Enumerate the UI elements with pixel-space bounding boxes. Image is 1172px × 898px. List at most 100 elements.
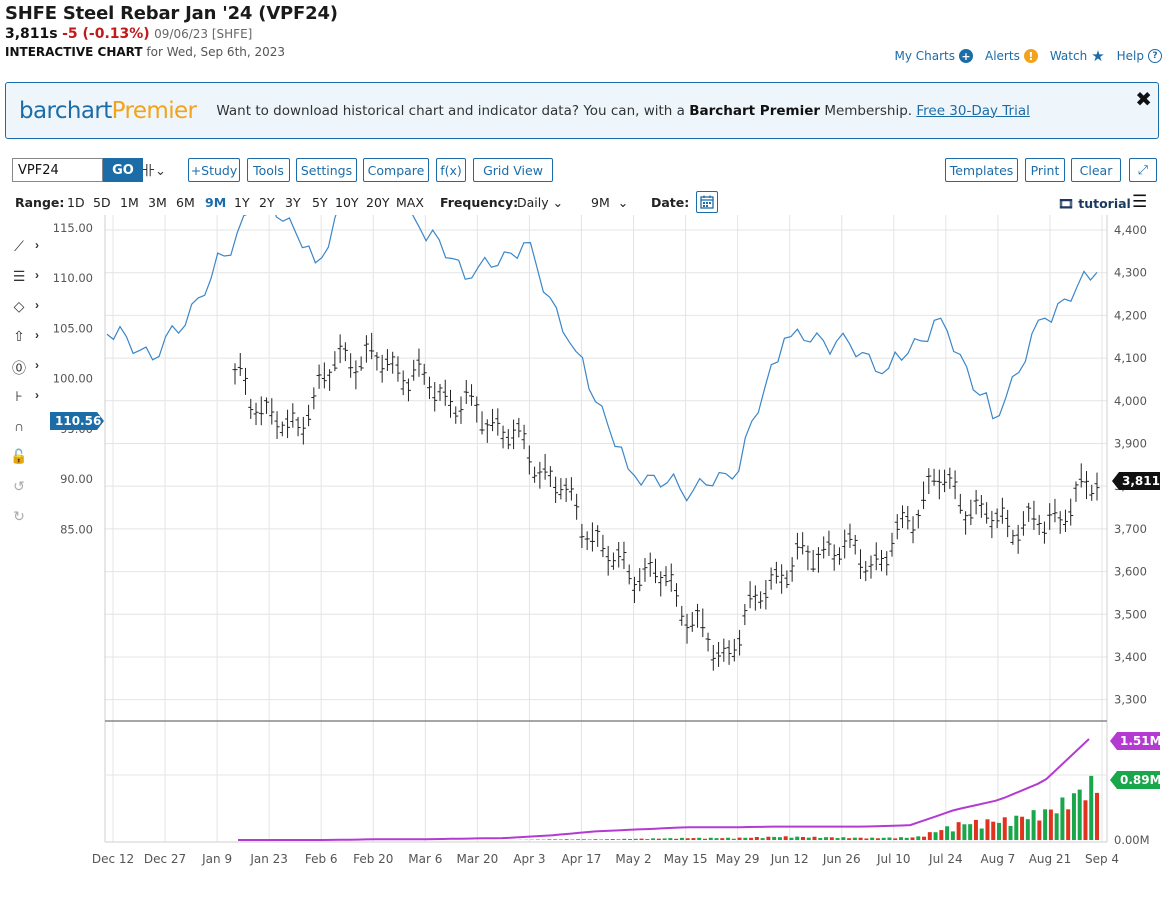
undo-tool[interactable]: ↺ (8, 478, 48, 502)
measure-tool[interactable]: ⊦ › (8, 388, 48, 412)
range-option-20y[interactable]: 20Y (366, 195, 390, 210)
chevron-right-icon: › (35, 328, 39, 342)
tools-button[interactable]: Tools (247, 158, 290, 182)
annotation-tool[interactable]: ⓪ › (8, 358, 48, 382)
volume-bar (547, 839, 552, 840)
volume-bar (858, 837, 863, 840)
trendline-tool[interactable]: ⟋ › (8, 238, 48, 262)
redo-tool[interactable]: ↻ (8, 508, 48, 532)
alerts-link[interactable]: Alerts ! (985, 47, 1038, 65)
compare-last-tag-bg (50, 412, 104, 430)
volume-bar (898, 837, 903, 840)
open-interest-tag-bg (1110, 732, 1160, 750)
clear-button[interactable]: Clear (1071, 158, 1121, 182)
range-option-10y[interactable]: 10Y (335, 195, 359, 210)
period-dropdown[interactable]: 9M ⌄ (591, 195, 629, 210)
compare-axis-tick: 105.00 (53, 321, 93, 335)
range-option-3y[interactable]: 3Y (285, 195, 301, 210)
volume-bar (795, 836, 800, 840)
compare-axis-tick: 90.00 (60, 472, 93, 486)
fibonacci-tool[interactable]: ☰ › (8, 268, 48, 292)
range-option-6m[interactable]: 6M (176, 195, 195, 210)
volume-bar (783, 836, 788, 840)
chevron-down-icon: ⌄ (552, 195, 564, 210)
compare-button[interactable]: Compare (363, 158, 429, 182)
volume-bar (904, 837, 909, 840)
symbol-input[interactable] (12, 158, 103, 182)
free-trial-link[interactable]: Free 30-Day Trial (916, 102, 1030, 119)
x-tick-label: Sep 4 (1085, 852, 1119, 866)
fx-button[interactable]: f(x) (436, 158, 466, 182)
volume-bar (558, 839, 563, 840)
volume-bar (927, 832, 932, 840)
range-option-9m[interactable]: 9M (205, 195, 227, 210)
volume-bar (766, 836, 771, 840)
watch-link[interactable]: Watch ★ (1050, 47, 1105, 65)
arrow-up-tool[interactable]: ⇧ › (8, 328, 48, 352)
price-pane (105, 215, 1107, 721)
print-button[interactable]: Print (1025, 158, 1065, 182)
arrow-up-icon: ⇧ (13, 328, 25, 344)
x-tick-label: Apr 3 (513, 852, 545, 866)
volume-bar (835, 838, 840, 840)
volume-bar (564, 839, 569, 840)
range-option-5d[interactable]: 5D (93, 195, 111, 210)
range-option-5y[interactable]: 5Y (312, 195, 328, 210)
range-option-1y[interactable]: 1Y (234, 195, 250, 210)
lock-tool[interactable]: 🔓 (8, 448, 48, 472)
templates-button[interactable]: Templates (945, 158, 1018, 182)
volume-bar (685, 838, 690, 840)
volume-bar (1083, 800, 1088, 840)
go-button[interactable]: GO (103, 158, 143, 182)
calendar-icon[interactable] (696, 191, 718, 213)
volume-bar (933, 832, 938, 840)
volume-bar (581, 839, 586, 840)
magnet-tool[interactable]: ∩ (8, 418, 48, 442)
volume-bar (945, 826, 950, 840)
magnet-icon: ∩ (13, 418, 25, 434)
menu-icon[interactable]: ☰ (1132, 192, 1148, 212)
volume-bar (726, 837, 731, 840)
volume-bar (754, 836, 759, 840)
frequency-dropdown[interactable]: Daily ⌄ (517, 195, 564, 210)
settings-button[interactable]: Settings (296, 158, 357, 182)
volume-bar (772, 836, 777, 840)
help-link[interactable]: Help ? (1117, 47, 1162, 65)
range-option-1d[interactable]: 1D (67, 195, 85, 210)
volume-bar (1031, 810, 1036, 840)
volume-bar (604, 839, 609, 840)
study-button[interactable]: +Study (188, 158, 240, 182)
top-links: My Charts + Alerts ! Watch ★ Help ? (895, 47, 1162, 65)
x-tick-label: Aug 21 (1029, 852, 1072, 866)
x-tick-label: Feb 6 (305, 852, 338, 866)
range-option-2y[interactable]: 2Y (259, 195, 275, 210)
volume-bar (697, 837, 702, 840)
my-charts-link[interactable]: My Charts + (895, 47, 973, 65)
volume-bar (806, 837, 811, 840)
price-chart[interactable]: Dec 12 Dec 27 Jan 9 Jan 23 Feb 6 Feb 20 Mar 6 M… (0, 215, 1172, 875)
undo-icon: ↺ (13, 478, 25, 494)
volume-bar (829, 837, 834, 840)
film-icon: 🎞 (1058, 196, 1074, 211)
volume-bar (651, 838, 656, 840)
volume-bar (714, 838, 719, 840)
interactive-chart-caption: INTERACTIVE CHART for Wed, Sep 6th, 2023 (5, 45, 338, 59)
bar-type-dropdown[interactable]: 卝⌄ (142, 164, 166, 179)
close-icon[interactable]: ✖ (1135, 89, 1152, 111)
range-option-1m[interactable]: 1M (120, 195, 139, 210)
tutorial-link[interactable]: 🎞 tutorial (1058, 196, 1131, 211)
range-label: Range: (15, 195, 65, 210)
volume-bar (1020, 816, 1025, 840)
range-option-3m[interactable]: 3M (148, 195, 167, 210)
grid-view-button[interactable]: Grid View (473, 158, 553, 182)
volume-bar (610, 839, 615, 840)
volume-bar (622, 838, 627, 840)
chevron-right-icon: › (35, 358, 39, 372)
annotation-icon: ⓪ (12, 360, 26, 376)
measure-icon: ⊦ (15, 388, 23, 404)
volume-bar (824, 837, 829, 840)
range-option-max[interactable]: MAX (396, 195, 424, 210)
expand-icon[interactable]: ⤢ (1129, 158, 1157, 182)
plus-circle-icon: + (959, 49, 973, 63)
shapes-tool[interactable]: ◇ › (8, 298, 48, 322)
